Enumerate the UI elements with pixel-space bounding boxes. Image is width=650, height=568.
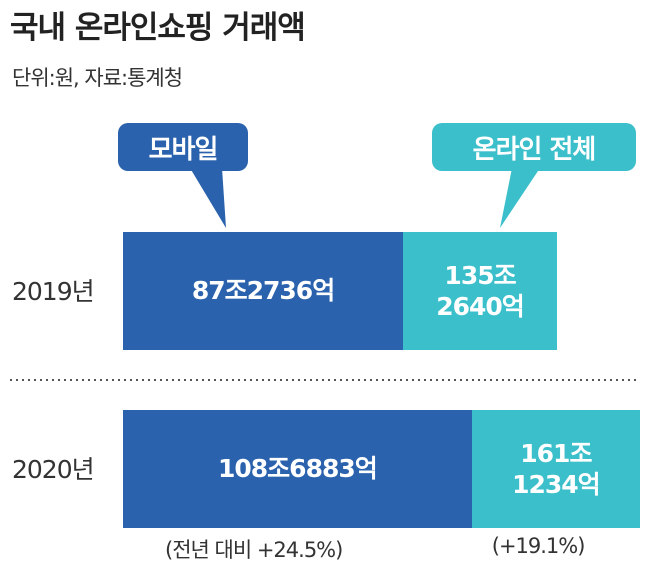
bar (123, 232, 404, 350)
chart-title: 국내 온라인쇼핑 거래액 (10, 10, 306, 46)
data-label: 87조2736억 (191, 276, 335, 306)
subtitle: 단위:원, 자료:통계청 (12, 66, 183, 90)
y-tick-label: 2019년 (12, 277, 95, 306)
annotation: (전년 대비 +24.5%) (165, 538, 343, 562)
legend-entry: 온라인 전체 (432, 123, 636, 171)
callout-pointer (190, 168, 226, 228)
legend-entry: 모바일 (118, 123, 248, 171)
data-label: 108조6883억 (217, 454, 378, 484)
data-label: 135조 2640억 (436, 260, 525, 321)
bar (123, 410, 472, 528)
y-tick-label: 2020년 (12, 455, 95, 484)
callout-pointer (500, 168, 540, 228)
annotation: (+19.1%) (491, 534, 586, 558)
data-label: 161조 1234억 (512, 438, 601, 499)
